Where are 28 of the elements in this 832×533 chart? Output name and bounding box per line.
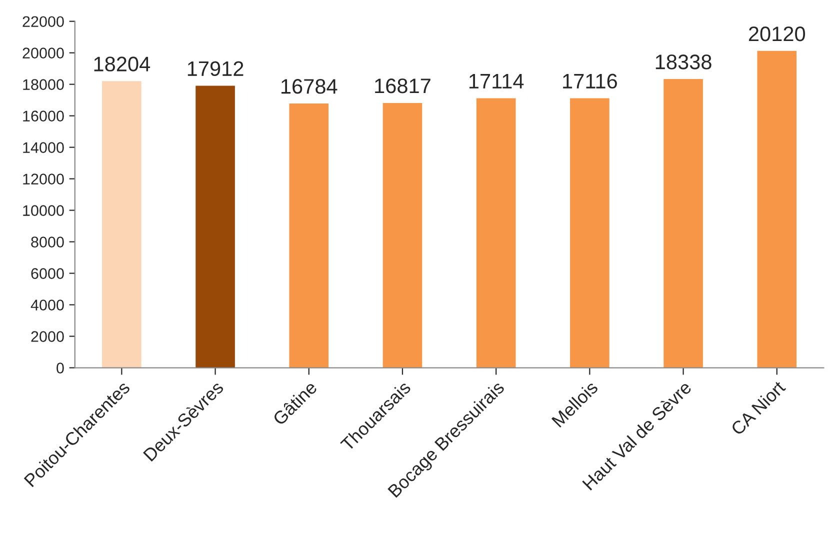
bar xyxy=(476,98,516,368)
bar xyxy=(382,102,422,368)
data-label: 17116 xyxy=(563,74,617,89)
data-label: 17912 xyxy=(188,61,244,76)
y-tick-label: 12000 xyxy=(23,174,64,184)
bar xyxy=(196,86,235,368)
y-tick-label: 2000 xyxy=(31,331,64,342)
data-label: 16784 xyxy=(282,79,338,94)
bar xyxy=(570,98,610,368)
data-label: 16817 xyxy=(375,78,430,94)
data-label: 18338 xyxy=(656,54,712,70)
y-tick-label: 16000 xyxy=(23,110,64,122)
y-tick-label: 20000 xyxy=(22,48,64,58)
y-tick-label: 6000 xyxy=(31,268,64,279)
data-label: 20120 xyxy=(748,26,806,42)
y-tick-label: 22000 xyxy=(22,16,64,28)
bar xyxy=(664,78,703,368)
y-tick-label: 18000 xyxy=(23,79,64,90)
y-tick-label: 14000 xyxy=(23,142,64,153)
bar xyxy=(289,103,329,368)
data-label: 17114 xyxy=(469,74,524,88)
bar xyxy=(757,50,797,368)
y-tick-label: 8000 xyxy=(31,236,64,248)
y-tick-label: 0 xyxy=(56,362,64,374)
y-tick-label: 10000 xyxy=(23,205,64,216)
bar xyxy=(102,81,142,368)
y-tick-label: 4000 xyxy=(30,300,64,310)
data-label: 18204 xyxy=(94,56,150,72)
